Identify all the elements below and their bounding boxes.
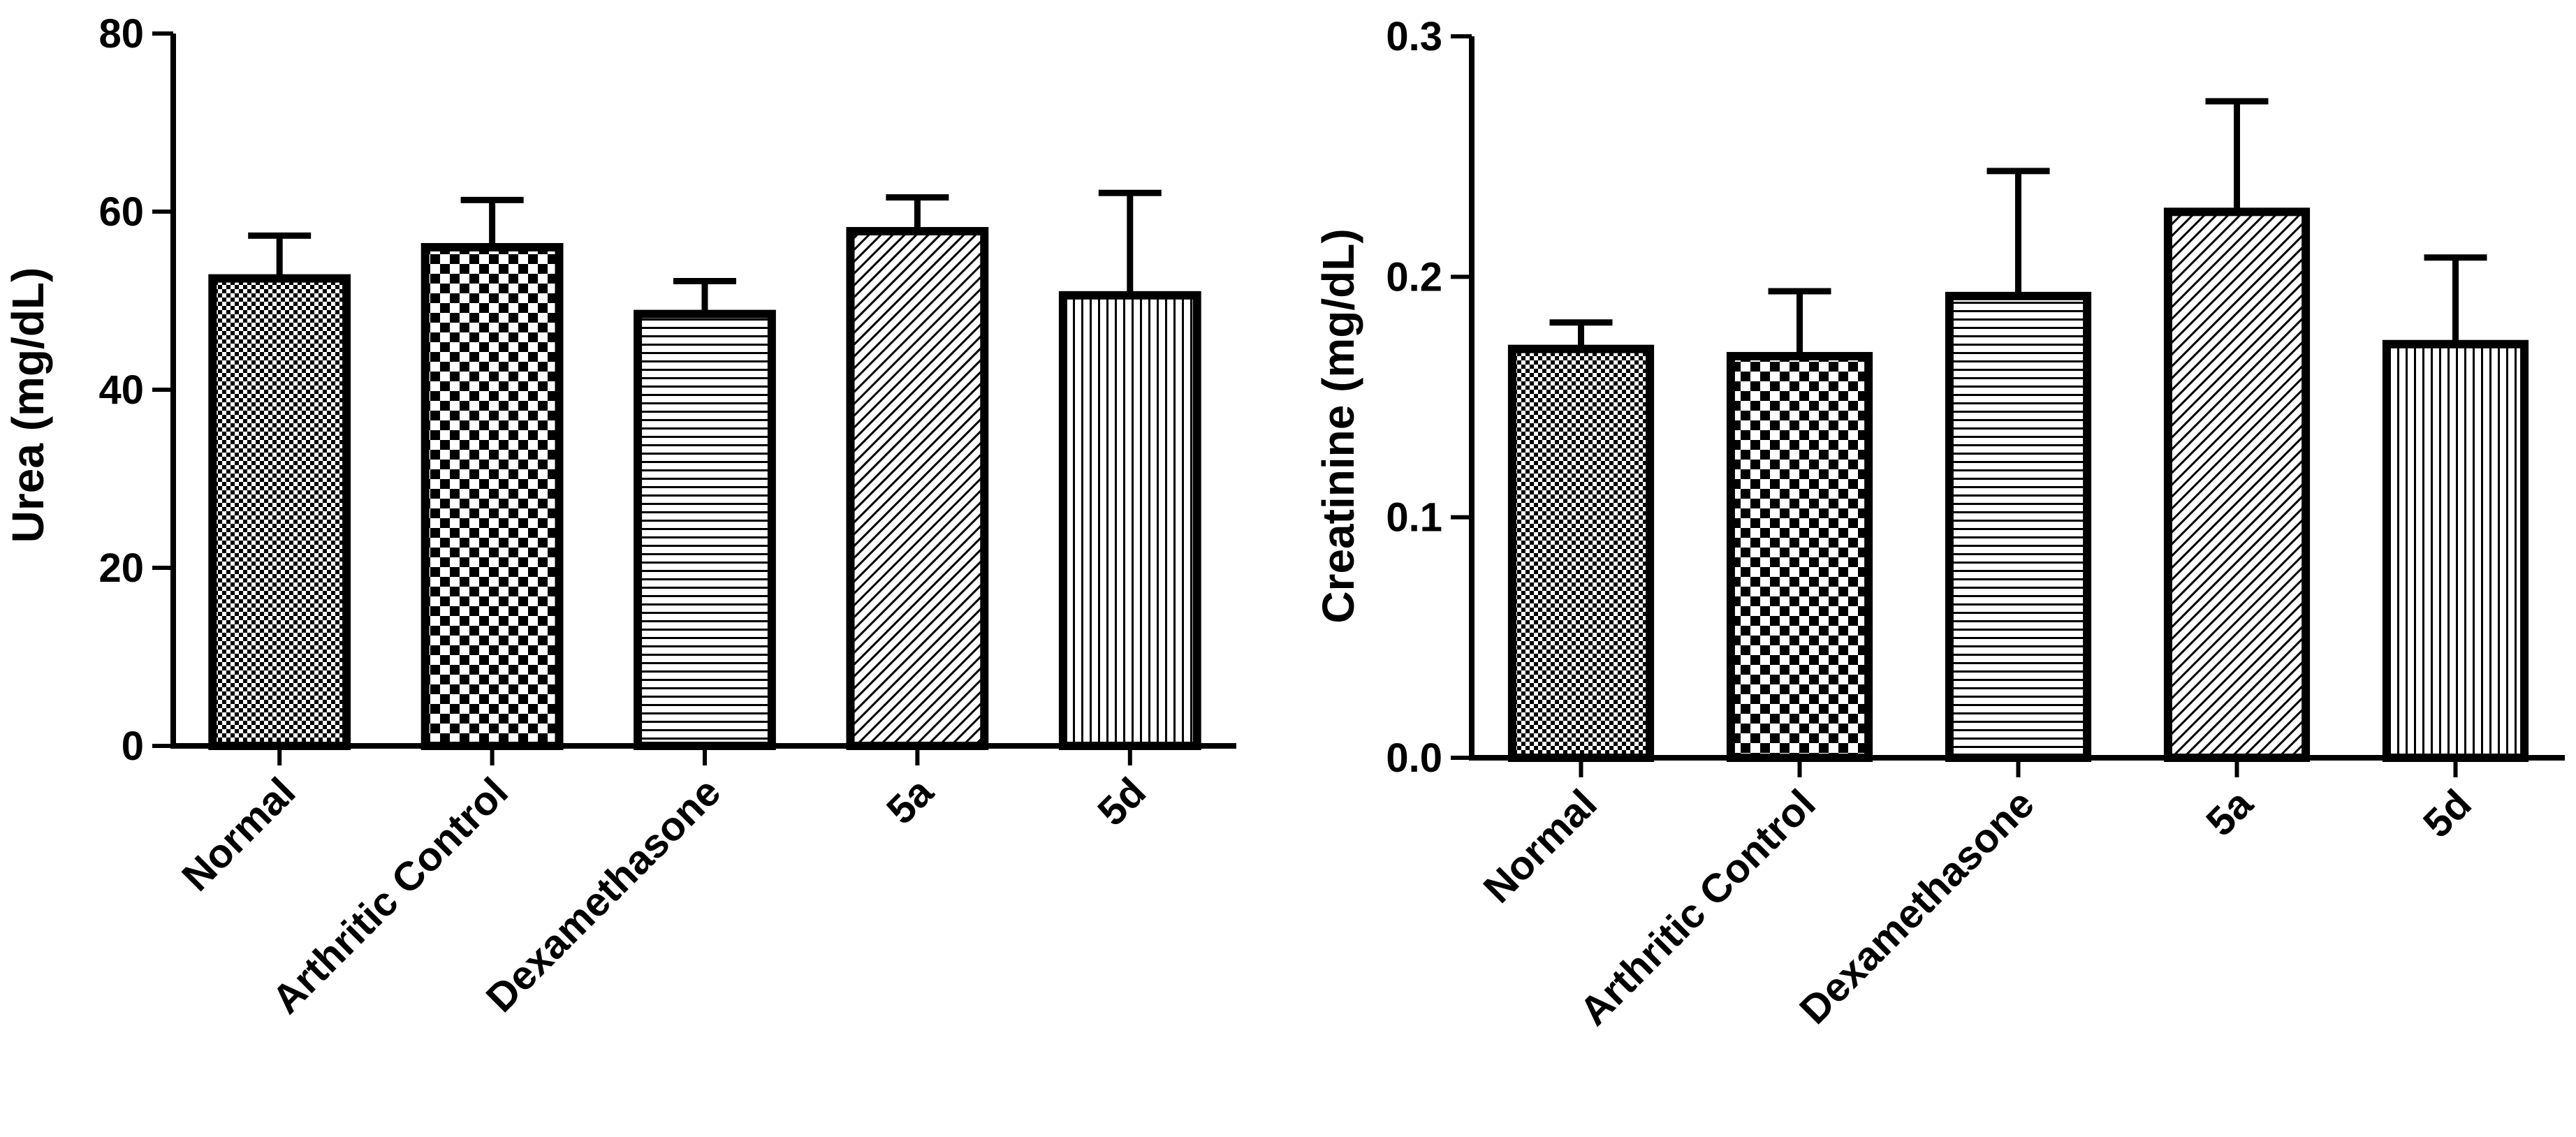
urea-y-tick-label: 0 xyxy=(122,724,144,769)
urea-y-axis-label: Urea (mg/dL) xyxy=(3,267,53,543)
urea-y-tick-label: 60 xyxy=(98,189,144,235)
creatinine-x-tick-label: 5a xyxy=(2197,781,2262,845)
urea-bar-arthritic-control xyxy=(420,243,564,750)
creatinine-bar-dexamethasone xyxy=(1945,291,2092,762)
creatinine-x-tick-label: 5d xyxy=(2415,781,2480,846)
urea-bar-5a xyxy=(846,227,989,750)
creatinine-bar-5d xyxy=(2382,339,2529,763)
creatinine-y-axis-label: Creatinine (mg/dL) xyxy=(1313,228,1363,623)
urea-x-tick-label: 5d xyxy=(1089,769,1155,835)
urea-x-tick-label: Normal xyxy=(173,769,304,900)
urea-y-tick-label: 40 xyxy=(98,367,144,413)
urea-x-tick-label: Dexamethasone xyxy=(478,769,730,1021)
creatinine-x-tick-label: Arthritic Control xyxy=(1571,781,1824,1034)
creatinine-x-tick-label: Normal xyxy=(1474,781,1605,911)
urea-bar-dexamethasone xyxy=(634,309,776,750)
urea-bar-normal xyxy=(208,274,351,750)
creatinine-bar-normal xyxy=(1507,344,1655,762)
urea-x-tick-label: Arthritic Control xyxy=(263,769,517,1022)
urea-y-tick-label: 20 xyxy=(98,545,144,591)
creatinine-y-tick-label: 0.1 xyxy=(1386,495,1442,541)
urea-x-tick-label: 5a xyxy=(878,769,942,833)
urea-y-tick-label: 80 xyxy=(98,11,144,57)
creatinine-chart: 0.0 0.1 0.2 0.3 Creatinine (mg/dL) NormalArth… xyxy=(1313,14,2565,1034)
creatinine-y-tick-label: 0.2 xyxy=(1386,254,1442,300)
creatinine-bar-5a xyxy=(2163,207,2311,762)
creatinine-x-tick-label: Dexamethasone xyxy=(1791,781,2043,1033)
creatinine-bar-arthritic-control xyxy=(1726,351,1873,763)
creatinine-y-tick-label: 0.3 xyxy=(1386,14,1442,59)
creatinine-y-tick-label: 0.0 xyxy=(1386,735,1442,781)
urea-bar-5d xyxy=(1058,291,1201,751)
